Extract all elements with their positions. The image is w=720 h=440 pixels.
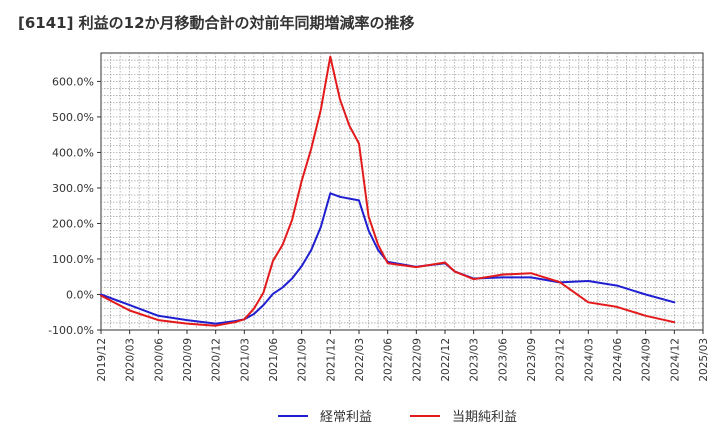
x-tick-label: 2025/03	[698, 338, 710, 382]
y-tick-label: 500.0%	[52, 111, 94, 124]
x-tick-label: 2024/12	[669, 338, 681, 382]
x-tick-label: 2022/12	[440, 338, 452, 382]
x-tick-label: 2024/03	[583, 338, 595, 382]
x-tick-label: 2022/06	[383, 338, 395, 382]
series-group	[100, 55, 676, 327]
x-tick-label: 2023/12	[555, 338, 567, 382]
y-tick-label: 400.0%	[52, 146, 94, 159]
x-tick-label: 2021/09	[297, 338, 309, 382]
x-tick-label: 2021/12	[325, 338, 337, 382]
y-axis-ticks: -100.0% 0.0% 100.0% 200.0% 300.0% 400.0% 500.0…	[48, 75, 101, 337]
x-tick-label: 2020/06	[153, 338, 165, 382]
x-tick-label: 2021/03	[239, 338, 251, 382]
y-tick-label: 300.0%	[52, 182, 94, 195]
plot-area	[100, 52, 704, 331]
x-tick-label: 2022/09	[411, 338, 423, 382]
x-tick-label: 2024/09	[641, 338, 653, 382]
legend-label-2: 当期純利益	[452, 410, 517, 425]
x-tick-label: 2024/06	[612, 338, 624, 382]
series-line-2	[100, 55, 676, 327]
x-tick-label: 2021/06	[268, 338, 280, 382]
x-tick-label: 2019/12	[96, 338, 108, 382]
legend-label-1: 経常利益	[320, 410, 372, 425]
y-tick-label: 600.0%	[52, 75, 94, 88]
x-tick-label: 2023/06	[497, 338, 509, 382]
legend: 経常利益 当期純利益	[278, 410, 517, 425]
x-axis-ticks: 2019/12 2020/03 2020/06 2020/09 2020/12 2021/…	[96, 330, 710, 382]
x-tick-label: 2020/09	[182, 338, 194, 382]
y-tick-label: 0.0%	[66, 288, 94, 301]
x-tick-label: 2020/12	[211, 338, 223, 382]
x-tick-label: 2023/03	[469, 338, 481, 382]
y-tick-label: -100.0%	[48, 324, 94, 337]
x-tick-label: 2020/03	[125, 338, 137, 382]
grid	[101, 53, 703, 330]
y-tick-label: 200.0%	[52, 217, 94, 230]
y-tick-label: 100.0%	[52, 253, 94, 266]
chart-title: [6141] 利益の12か月移動合計の対前年同期増減率の推移	[18, 14, 415, 32]
x-tick-label: 2023/09	[526, 338, 538, 382]
x-tick-label: 2022/03	[354, 338, 366, 382]
